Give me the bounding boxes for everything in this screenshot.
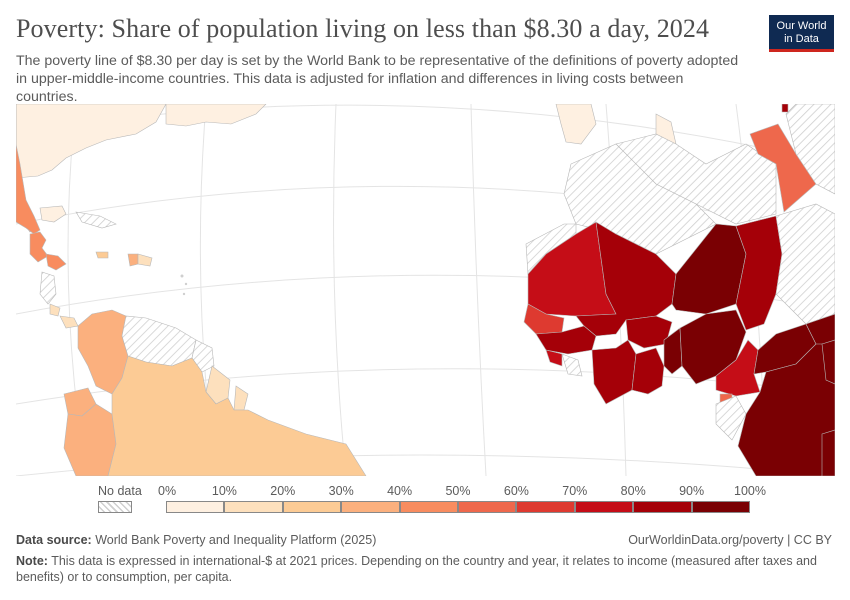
country-peru[interactable] bbox=[63, 403, 117, 476]
legend-tick-label: 60% bbox=[503, 484, 529, 498]
country-dominican-republic[interactable] bbox=[137, 253, 153, 267]
map-area bbox=[16, 104, 835, 476]
country-rwanda[interactable] bbox=[821, 429, 835, 476]
legend-bin-10-20[interactable] bbox=[224, 501, 283, 513]
country-iceland[interactable] bbox=[555, 104, 597, 145]
country-canada[interactable] bbox=[165, 104, 267, 127]
country-ghana[interactable] bbox=[631, 347, 665, 395]
country-usa[interactable] bbox=[16, 104, 167, 179]
chart-title: Poverty: Share of population living on l… bbox=[16, 14, 710, 43]
legend-bin-90-100[interactable] bbox=[691, 501, 750, 513]
legend-tick-label: 80% bbox=[620, 484, 646, 498]
country-usa-south[interactable] bbox=[39, 205, 67, 223]
legend-tick-label: 10% bbox=[211, 484, 237, 498]
island-dots bbox=[182, 292, 186, 296]
owid-logo[interactable]: Our World in Data bbox=[769, 15, 834, 52]
legend-no-data-swatch[interactable] bbox=[98, 501, 132, 513]
country-mexico-mainland[interactable] bbox=[16, 104, 41, 235]
legend-bin-20-30[interactable] bbox=[282, 501, 342, 513]
legend-bin-0-10[interactable] bbox=[166, 501, 225, 513]
legend-tick-label: 40% bbox=[387, 484, 413, 498]
country-cuba[interactable] bbox=[75, 211, 117, 229]
legend-tick-label: 70% bbox=[562, 484, 588, 498]
country-costa-rica[interactable] bbox=[49, 303, 61, 317]
data-source: Data source: World Bank Poverty and Ineq… bbox=[16, 533, 377, 547]
owid-logo-text: Our World in Data bbox=[776, 20, 827, 45]
country-saudi-arabia[interactable] bbox=[785, 104, 835, 195]
legend-bin-40-50[interactable] bbox=[399, 501, 458, 513]
country-guyana[interactable] bbox=[191, 339, 215, 373]
country-honduras[interactable] bbox=[45, 253, 67, 271]
country-dr-congo[interactable] bbox=[737, 343, 835, 476]
footer-note: Note: This data is expressed in internat… bbox=[16, 554, 817, 584]
chart-subtitle: The poverty line of $8.30 per day is set… bbox=[16, 53, 739, 105]
country-uganda[interactable] bbox=[821, 339, 835, 385]
legend-tick-label: 90% bbox=[679, 484, 705, 498]
legend-tick-label: 0% bbox=[158, 484, 177, 498]
country-haiti[interactable] bbox=[127, 253, 139, 267]
country-guatemala[interactable] bbox=[29, 231, 49, 263]
legend-bin-30-40[interactable] bbox=[341, 501, 400, 513]
country-brazil[interactable] bbox=[107, 355, 367, 476]
legend: No data 0% 10% 20% 30% 40% 50% 60% 70% 80% 90% 100… bbox=[0, 478, 850, 518]
country-egypt[interactable] bbox=[749, 123, 817, 213]
country-gabon[interactable] bbox=[715, 395, 747, 441]
legend-bin-80-90[interactable] bbox=[633, 501, 692, 513]
legend-tick-label: 20% bbox=[270, 484, 296, 498]
country-nicaragua[interactable] bbox=[39, 271, 57, 305]
country-mali[interactable] bbox=[575, 221, 677, 337]
legend-tick-label: 30% bbox=[328, 484, 354, 498]
legend-bin-70-80[interactable] bbox=[574, 501, 634, 513]
legend-bin-50-60[interactable] bbox=[458, 501, 517, 513]
data-source-text[interactable]: World Bank Poverty and Inequality Platfo… bbox=[95, 533, 377, 547]
country-benin[interactable] bbox=[663, 327, 683, 375]
country-palestine[interactable] bbox=[781, 104, 789, 113]
legend-tick-label: 100% bbox=[734, 484, 766, 498]
legend-bin-60-70[interactable] bbox=[516, 501, 575, 513]
legend-no-data-label: No data bbox=[98, 484, 142, 498]
island-dots bbox=[180, 274, 184, 278]
country-sierra-leone[interactable] bbox=[545, 349, 563, 367]
country-liberia[interactable] bbox=[561, 353, 583, 377]
country-jamaica[interactable] bbox=[95, 251, 109, 259]
legend-tick-label: 50% bbox=[445, 484, 471, 498]
island-dots bbox=[184, 282, 188, 286]
choropleth-map bbox=[16, 104, 835, 476]
license-link[interactable]: OurWorldinData.org/poverty | CC BY bbox=[628, 533, 832, 547]
footer-note-text: This data is expressed in international-… bbox=[16, 554, 817, 584]
